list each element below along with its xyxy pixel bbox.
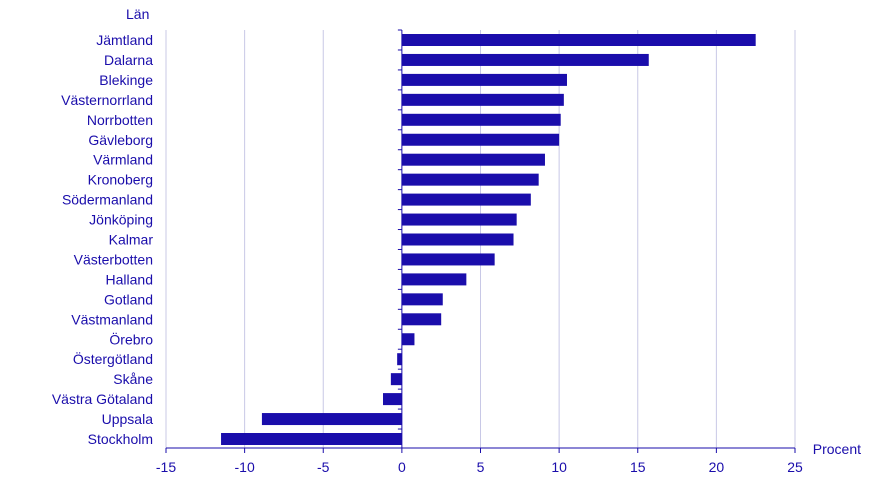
category-label: Västernorrland [61, 92, 153, 108]
category-label: Skåne [113, 371, 153, 387]
category-label: Västra Götaland [52, 391, 153, 407]
bar [401, 113, 561, 126]
bar [401, 173, 539, 186]
bar [401, 53, 649, 66]
category-label: Värmland [93, 152, 153, 168]
x-tick-label: 10 [551, 459, 567, 475]
category-label: Halland [106, 271, 153, 287]
x-axis-title: Procent [813, 441, 861, 457]
category-label: Västmanland [71, 311, 153, 327]
y-axis-title: Län [126, 6, 149, 22]
bar [261, 413, 402, 426]
x-tick-label: -10 [235, 459, 255, 475]
x-tick-label: 5 [477, 459, 485, 475]
bar [397, 353, 402, 366]
x-tick-label: 20 [709, 459, 725, 475]
bar [401, 293, 443, 306]
bar [390, 373, 402, 386]
bar [401, 153, 545, 166]
category-label: Blekinge [99, 72, 153, 88]
bar [401, 333, 415, 346]
category-label: Gotland [104, 291, 153, 307]
category-label: Södermanland [62, 192, 153, 208]
category-label: Jämtland [96, 32, 153, 48]
bar [221, 433, 402, 445]
bar [401, 133, 560, 146]
category-label: Kalmar [109, 232, 154, 248]
bar [401, 233, 514, 246]
x-tick-label: -5 [317, 459, 330, 475]
category-label: Gävleborg [88, 132, 153, 148]
bar [401, 193, 531, 206]
bar [401, 93, 564, 106]
bar [401, 313, 442, 326]
category-label: Jönköping [89, 212, 153, 228]
category-label: Norrbotten [87, 112, 153, 128]
category-label: Stockholm [88, 431, 153, 447]
category-label: Dalarna [104, 52, 153, 68]
bar [383, 393, 402, 406]
x-tick-label: -15 [156, 459, 176, 475]
category-label: Kronoberg [88, 172, 153, 188]
bar [401, 34, 756, 46]
category-label: Uppsala [102, 411, 154, 427]
bar [401, 73, 567, 86]
x-tick-label: 15 [630, 459, 646, 475]
x-tick-label: 0 [398, 459, 406, 475]
category-label: Örebro [109, 330, 153, 347]
category-label: Västerbotten [74, 251, 153, 267]
category-label: Östergötland [73, 350, 153, 367]
bar [401, 273, 467, 286]
x-tick-label: 25 [787, 459, 803, 475]
bar [401, 253, 495, 266]
bar [401, 213, 517, 226]
